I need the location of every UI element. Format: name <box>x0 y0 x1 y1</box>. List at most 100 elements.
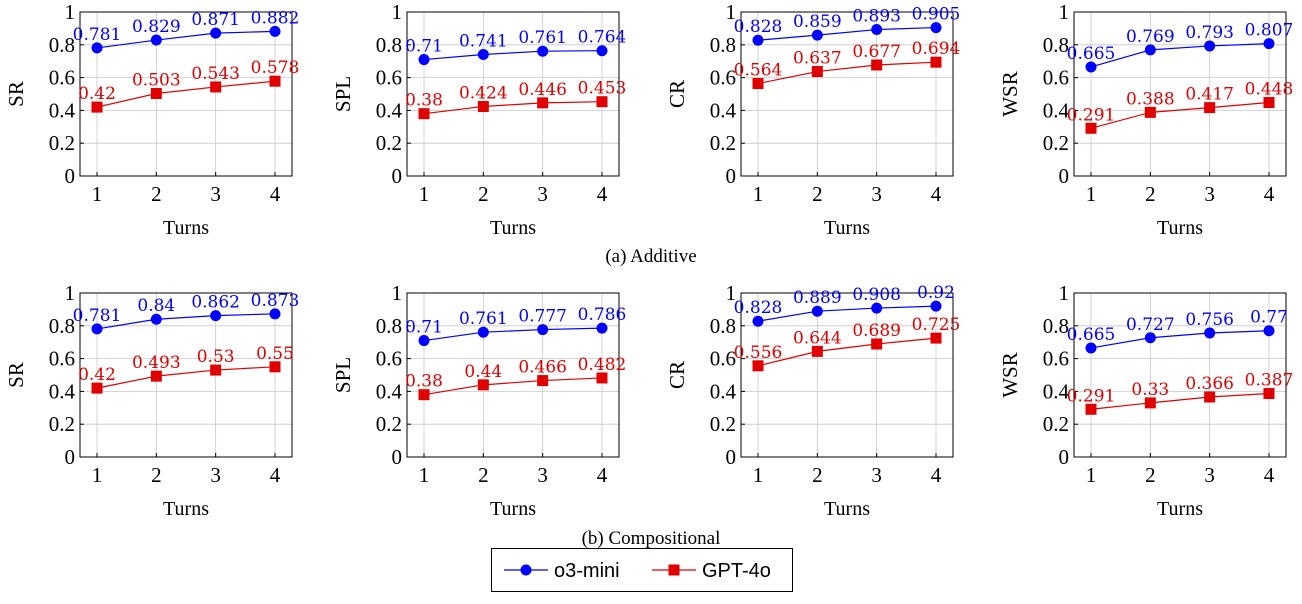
point-o3mini <box>596 322 608 334</box>
point-gpt4o <box>752 78 764 90</box>
y-tick-label: 1 <box>1059 281 1070 305</box>
data-label-gpt4o: 0.424 <box>459 83 508 103</box>
data-label-gpt4o: 0.725 <box>912 315 961 335</box>
x-axis-title: Turns <box>824 217 870 239</box>
chart-panel-1: 0 0.2 0.4 0.6 0.8 1 1 2 3 4 Turns SR 0.781 0.829 0.871… <box>4 0 299 239</box>
x-tick-label: 3 <box>871 182 882 206</box>
data-label-o3mini: 0.871 <box>191 10 240 30</box>
data-label-o3mini: 0.665 <box>1067 325 1116 345</box>
x-tick-label: 4 <box>1264 463 1275 487</box>
series-line-o3mini <box>423 50 603 61</box>
x-tick-label: 4 <box>931 463 942 487</box>
point-gpt4o <box>477 100 489 112</box>
point-gpt4o <box>1263 388 1275 400</box>
point-o3mini <box>1263 38 1275 50</box>
y-tick-label: 1 <box>726 281 737 305</box>
point-gpt4o <box>930 56 942 68</box>
data-label-o3mini: 0.777 <box>518 307 567 327</box>
caption-additive: (a) Additive <box>605 246 697 267</box>
x-tick-label: 2 <box>812 463 823 487</box>
data-label-gpt4o: 0.42 <box>78 84 116 104</box>
legend-graphic: o3-mini GPT-4o <box>504 560 771 582</box>
y-tick-label: 0.6 <box>710 66 736 90</box>
data-label-o3mini: 0.761 <box>459 309 508 329</box>
y-tick-label: 0.8 <box>1043 314 1069 338</box>
chart-panel-7: 0 0.2 0.4 0.6 0.8 1 1 2 3 4 Turns CR 0.828 0.889 0.908… <box>665 281 960 520</box>
axis-frame <box>79 11 293 177</box>
point-o3mini <box>150 313 162 325</box>
point-o3mini <box>930 22 942 34</box>
series-line-gpt4o <box>757 61 937 85</box>
point-o3mini <box>537 324 549 336</box>
y-axis-title: WSR <box>998 71 1022 117</box>
y-tick-label: 0.8 <box>1043 33 1069 57</box>
data-label-gpt4o: 0.387 <box>1245 371 1294 391</box>
x-tick-label: 1 <box>92 463 103 487</box>
axis-frame <box>1073 11 1287 177</box>
data-label-o3mini: 0.829 <box>132 17 181 37</box>
data-label-o3mini: 0.764 <box>578 28 627 48</box>
data-label-gpt4o: 0.38 <box>405 91 443 111</box>
x-tick-label: 2 <box>1145 463 1156 487</box>
series-line-gpt4o <box>96 366 276 389</box>
y-tick-label: 0 <box>726 164 737 188</box>
y-tick-label: 0.2 <box>1043 412 1069 436</box>
y-tick-label: 0.2 <box>376 412 402 436</box>
data-label-gpt4o: 0.38 <box>405 372 443 392</box>
point-o3mini <box>752 315 764 327</box>
point-o3mini <box>811 29 823 41</box>
point-gpt4o <box>269 75 281 87</box>
y-tick-label: 0 <box>392 445 403 469</box>
x-tick-label: 3 <box>210 463 221 487</box>
y-tick-label: 0.6 <box>49 66 75 90</box>
y-axis-title: SR <box>4 81 28 107</box>
data-label-gpt4o: 0.453 <box>578 79 627 99</box>
data-label-gpt4o: 0.417 <box>1185 85 1234 105</box>
data-label-o3mini: 0.807 <box>1245 21 1294 41</box>
y-tick-label: 1 <box>726 0 737 24</box>
series-line-o3mini <box>1090 330 1270 349</box>
chart-panel-5: 0 0.2 0.4 0.6 0.8 1 1 2 3 4 Turns SR 0.781 0.84 0.862 0… <box>4 281 299 520</box>
x-axis-title: Turns <box>1157 217 1203 239</box>
x-tick-label: 3 <box>1204 463 1215 487</box>
axis-frame <box>740 11 954 177</box>
point-gpt4o <box>752 360 764 372</box>
data-label-gpt4o: 0.44 <box>464 362 502 382</box>
data-label-o3mini: 0.859 <box>793 12 842 32</box>
x-tick-label: 1 <box>419 463 430 487</box>
chart-panel-4: 0 0.2 0.4 0.6 0.8 1 1 2 3 4 Turns WSR 0.665 0.769 0.79… <box>998 0 1293 239</box>
series-line-gpt4o <box>423 377 603 396</box>
y-tick-label: 1 <box>392 0 403 24</box>
data-label-gpt4o: 0.466 <box>518 358 567 378</box>
data-label-gpt4o: 0.637 <box>793 49 842 69</box>
data-label-o3mini: 0.77 <box>1250 308 1288 328</box>
y-axis-title: SPL <box>331 76 355 112</box>
point-gpt4o <box>150 88 162 100</box>
y-tick-label: 0 <box>392 164 403 188</box>
data-label-o3mini: 0.793 <box>1185 23 1234 43</box>
data-label-o3mini: 0.665 <box>1067 44 1116 64</box>
y-tick-label: 1 <box>65 0 76 24</box>
point-o3mini <box>930 300 942 312</box>
data-label-o3mini: 0.769 <box>1126 27 1175 47</box>
y-tick-label: 0 <box>726 445 737 469</box>
point-o3mini <box>210 27 222 39</box>
y-tick-label: 0.6 <box>1043 347 1069 371</box>
data-label-o3mini: 0.828 <box>734 298 783 318</box>
data-label-o3mini: 0.889 <box>793 288 842 308</box>
x-tick-label: 1 <box>419 182 430 206</box>
series-line-o3mini <box>423 327 603 342</box>
point-o3mini <box>1085 61 1097 73</box>
point-gpt4o <box>150 370 162 382</box>
legend-o3mini-label: o3-mini <box>554 560 620 582</box>
y-tick-label: 0.2 <box>1043 131 1069 155</box>
point-gpt4o <box>477 379 489 391</box>
series-line-o3mini <box>1090 43 1270 68</box>
legend-o3mini-marker <box>520 564 532 576</box>
series-line-gpt4o <box>1090 392 1270 410</box>
data-label-o3mini: 0.71 <box>405 37 443 57</box>
y-axis-title: CR <box>665 80 689 108</box>
data-label-o3mini: 0.84 <box>137 296 175 316</box>
y-axis-title: SR <box>4 362 28 388</box>
x-tick-label: 4 <box>597 182 608 206</box>
